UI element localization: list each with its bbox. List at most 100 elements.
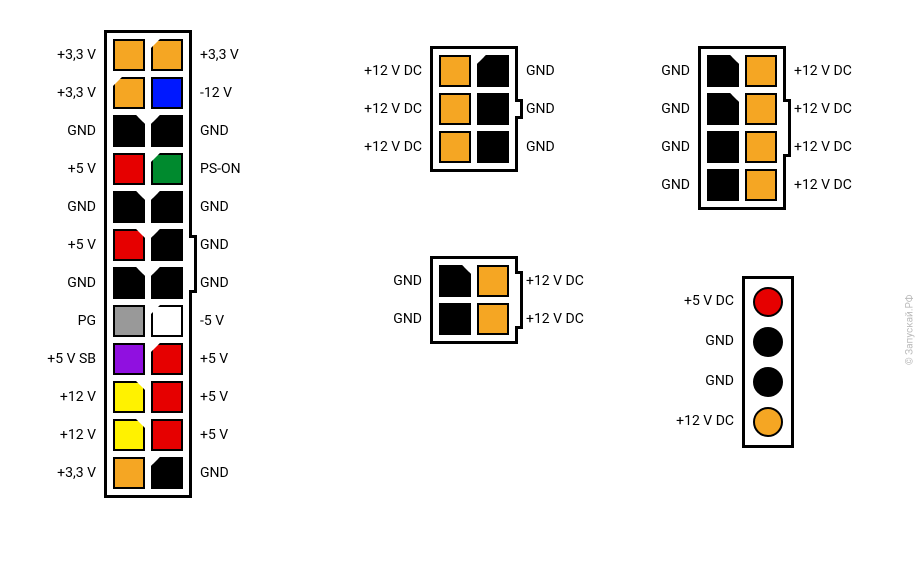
eps8-pin <box>707 169 739 201</box>
atx24-row <box>113 267 183 299</box>
eps8-pin <box>707 93 739 125</box>
molex4-pin-label: GND <box>652 366 734 396</box>
eps8-connector <box>698 46 786 210</box>
pcie6-pin-grid <box>433 49 515 169</box>
molex4-pin-label: +12 V DC <box>652 406 734 436</box>
eps8-row <box>707 169 777 201</box>
atx24-pin-label: +5 V <box>14 153 96 185</box>
atx24-row <box>113 457 183 489</box>
atx24-pin-label: +12 V <box>14 419 96 451</box>
atx24-pin <box>113 305 145 337</box>
atx24-row <box>113 229 183 261</box>
atx24-pin-label: GND <box>14 267 96 299</box>
eps4-pin-label: +12 V DC <box>526 265 584 297</box>
atx24-pin-label: PS-ON <box>200 153 241 185</box>
atx24-notch <box>189 235 197 293</box>
pcie6-pin <box>439 55 471 87</box>
atx24-pin <box>113 343 145 375</box>
atx24-pin <box>151 115 183 147</box>
atx24-row <box>113 381 183 413</box>
eps4-pin-label: GND <box>340 265 422 297</box>
atx24-pin <box>151 39 183 71</box>
atx24-pin-label: +5 V <box>200 381 228 413</box>
watermark: © Запускай.РФ <box>905 294 916 365</box>
atx24-pin <box>113 229 145 261</box>
atx24-pin-label: -5 V <box>200 305 224 337</box>
pcie6-pin <box>477 93 509 125</box>
eps8-pin-label: +12 V DC <box>794 169 852 201</box>
molex4-connector <box>742 276 794 448</box>
eps8-row <box>707 131 777 163</box>
pcie6-pin-label: GND <box>526 55 555 87</box>
molex4-pin-label: GND <box>652 326 734 356</box>
molex4-pin <box>753 327 783 357</box>
eps8-pin-label: GND <box>608 55 690 87</box>
atx24-pin <box>113 153 145 185</box>
eps8-pin <box>745 169 777 201</box>
pcie6-pin <box>439 93 471 125</box>
eps8-pin <box>745 131 777 163</box>
atx24-row <box>113 39 183 71</box>
eps4-connector <box>430 256 518 344</box>
eps4-pin <box>439 265 471 297</box>
molex4-pin <box>753 367 783 397</box>
molex4-pin-col <box>745 279 791 445</box>
atx24-row <box>113 343 183 375</box>
eps4-notch <box>515 271 523 329</box>
atx24-pin-label: GND <box>200 191 229 223</box>
eps8-pin-label: GND <box>608 169 690 201</box>
atx24-pin-label: -12 V <box>200 77 232 109</box>
atx24-pin-label: GND <box>200 457 229 489</box>
eps8-pin-label: GND <box>608 131 690 163</box>
atx24-pin <box>113 39 145 71</box>
eps4-pin <box>439 303 471 335</box>
atx24-connector <box>104 30 192 498</box>
atx24-pin-label: +3,3 V <box>14 39 96 71</box>
atx24-pin <box>113 115 145 147</box>
atx24-pin-label: GND <box>14 115 96 147</box>
atx24-pin-label: +12 V <box>14 381 96 413</box>
eps8-pin <box>745 55 777 87</box>
eps8-row <box>707 55 777 87</box>
atx24-row <box>113 191 183 223</box>
atx24-pin-label: GND <box>200 267 229 299</box>
pcie6-row <box>439 131 509 163</box>
eps8-pin-label: GND <box>608 93 690 125</box>
atx24-row <box>113 419 183 451</box>
pcie6-pin-label: GND <box>526 131 555 163</box>
atx24-row <box>113 115 183 147</box>
atx24-pin-label: +3,3 V <box>14 457 96 489</box>
atx24-row <box>113 153 183 185</box>
eps8-pin-label: +12 V DC <box>794 131 852 163</box>
pcie6-pin <box>439 131 471 163</box>
pcie6-connector <box>430 46 518 172</box>
pcie6-row <box>439 55 509 87</box>
eps8-pin <box>707 131 739 163</box>
atx24-pin <box>113 267 145 299</box>
atx24-pin <box>113 191 145 223</box>
atx24-pin <box>151 77 183 109</box>
atx24-pin-label: +5 V <box>200 419 228 451</box>
atx24-pin-label: +5 V <box>200 343 228 375</box>
atx24-pin <box>151 419 183 451</box>
atx24-pin-label: GND <box>200 115 229 147</box>
atx24-pin <box>151 381 183 413</box>
atx24-pin <box>113 419 145 451</box>
pcie6-pin-label: +12 V DC <box>340 55 422 87</box>
atx24-pin <box>151 267 183 299</box>
atx24-pin-label: +3,3 V <box>14 77 96 109</box>
eps4-pin-label: GND <box>340 303 422 335</box>
atx24-pin <box>113 77 145 109</box>
eps4-row <box>439 265 509 297</box>
pcie6-pin-label: +12 V DC <box>340 131 422 163</box>
eps8-notch <box>783 99 791 157</box>
pcie6-pin <box>477 55 509 87</box>
eps4-pin-grid <box>433 259 515 341</box>
atx24-pin-label: +5 V SB <box>14 343 96 375</box>
atx24-row <box>113 77 183 109</box>
eps8-pin-label: +12 V DC <box>794 93 852 125</box>
atx24-pin <box>151 229 183 261</box>
eps4-pin <box>477 265 509 297</box>
atx24-pin <box>151 153 183 185</box>
pcie6-pin-label: GND <box>526 93 555 125</box>
